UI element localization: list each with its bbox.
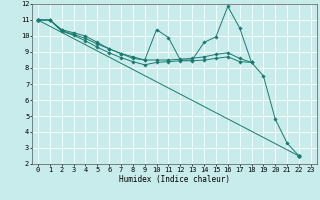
X-axis label: Humidex (Indice chaleur): Humidex (Indice chaleur) (119, 175, 230, 184)
